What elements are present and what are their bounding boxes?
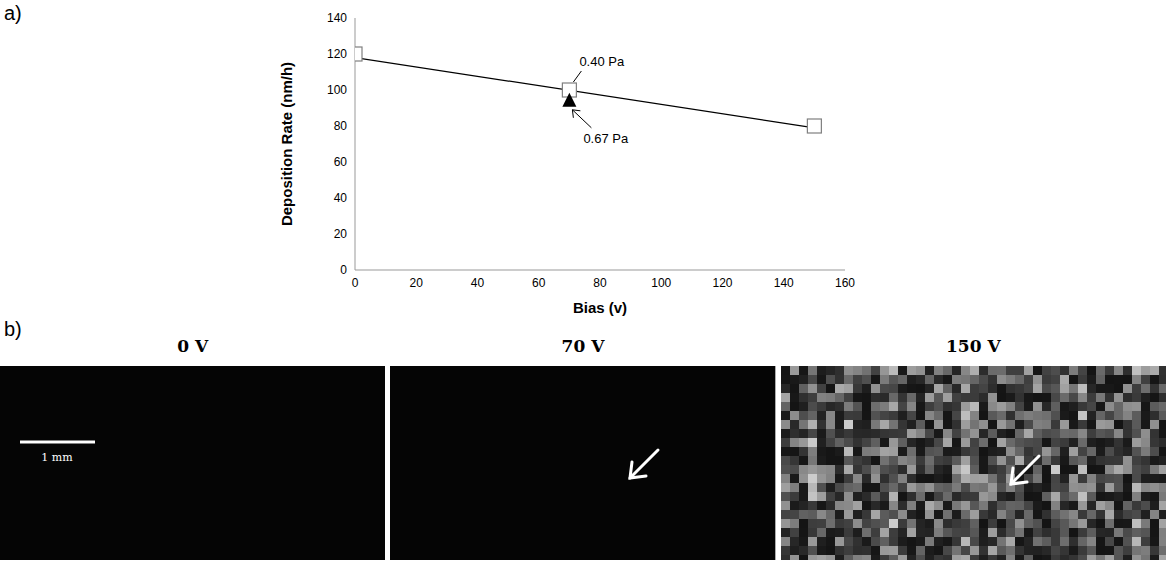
svg-text:20: 20 [334,227,348,241]
svg-text:40: 40 [471,276,485,290]
svg-text:100: 100 [327,83,347,97]
svg-text:60: 60 [532,276,546,290]
html-text:a): a) [4,2,22,24]
svg-text:1 mm: 1 mm [41,451,73,464]
svg-text:140: 140 [327,11,347,25]
svg-text:100: 100 [651,276,671,290]
svg-text:0: 0 [352,276,359,290]
svg-text:140: 140 [774,276,794,290]
svg-text:Deposition Rate (nm/h): Deposition Rate (nm/h) [278,62,295,226]
svg-text:20: 20 [410,276,424,290]
html-text:70 V: 70 V [561,336,605,356]
svg-text:Bias (v): Bias (v) [573,299,627,316]
html-text:150 V: 150 V [946,336,1001,356]
svg-text:0: 0 [340,263,347,277]
svg-text:120: 120 [712,276,732,290]
svg-text:80: 80 [334,119,348,133]
html-text:b): b) [4,318,22,340]
svg-text:40: 40 [334,191,348,205]
svg-text:0.40 Pa: 0.40 Pa [579,54,625,69]
html-text:0 V: 0 V [177,336,209,356]
svg-text:60: 60 [334,155,348,169]
svg-text:80: 80 [593,276,607,290]
svg-text:160: 160 [835,276,855,290]
svg-text:120: 120 [327,47,347,61]
svg-text:0.67 Pa: 0.67 Pa [583,131,629,146]
